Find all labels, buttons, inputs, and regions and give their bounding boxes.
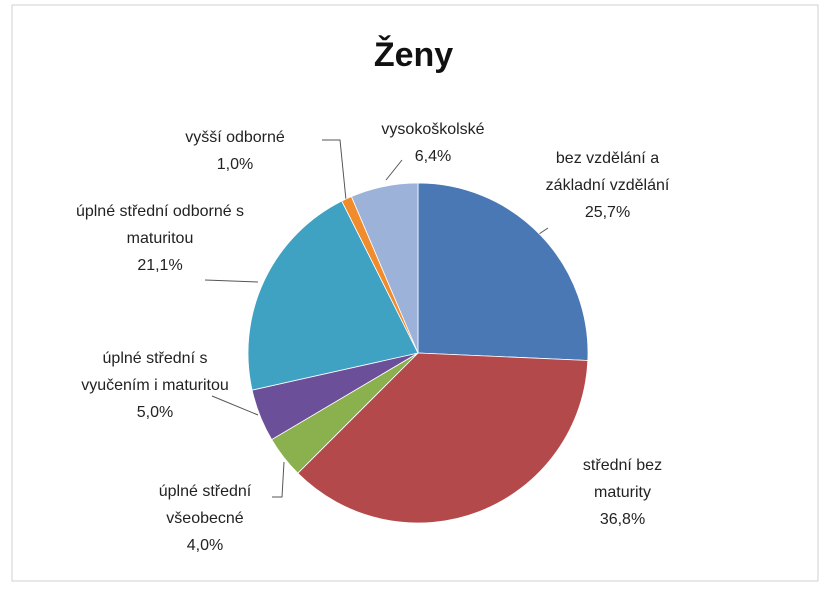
value-label: 1,0% [216, 156, 254, 173]
leader-line [385, 159, 403, 181]
leader-line [322, 139, 347, 201]
category-label: vysokoškolské [381, 121, 485, 138]
leader-line [211, 395, 259, 416]
value-label: 36,8% [599, 511, 646, 528]
slice-label: vysokoškolské 6,4% [358, 116, 508, 170]
pie-slice [247, 200, 419, 391]
chart-title: Ženy [373, 36, 454, 74]
pie-slice [297, 352, 589, 524]
value-label: 5,0% [136, 404, 174, 421]
category-label: úplné střední s vyučením i maturitou [81, 350, 229, 394]
pie [247, 182, 589, 524]
category-label: vyšší odborné [185, 129, 285, 146]
value-label: 21,1% [137, 257, 183, 274]
value-label: 4,0% [186, 537, 224, 554]
value-label: 25,7% [584, 204, 631, 221]
pie-slice [350, 182, 419, 354]
leader-line [204, 279, 259, 283]
slice-label: úplné střední odborné s maturitou 21,1% [75, 198, 245, 279]
slice-label: střední bez maturity 36,8% [555, 452, 690, 533]
value-label: 6,4% [414, 148, 452, 165]
category-label: úplné střední odborné s maturitou [75, 203, 245, 247]
category-label: střední bez maturity [582, 457, 663, 501]
category-label: bez vzdělání a základní vzdělání [545, 150, 670, 194]
slice-label: úplné střední všeobecné 4,0% [130, 478, 280, 559]
category-label: úplné střední všeobecné [158, 483, 252, 527]
slice-label: úplné střední s vyučením i maturitou 5,0% [70, 345, 240, 426]
leader-line [272, 461, 285, 498]
pie-slice [417, 182, 589, 361]
slice-label: vyšší odborné 1,0% [175, 124, 295, 178]
slice-label: bez vzdělání a základní vzdělání 25,7% [540, 145, 675, 226]
